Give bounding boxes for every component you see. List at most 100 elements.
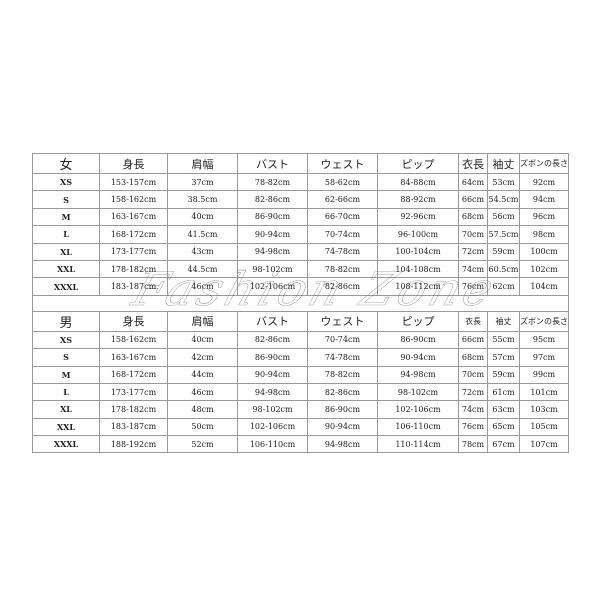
- value-cell: 86-90cm: [307, 400, 378, 419]
- value-cell: 98-102cm: [237, 259, 308, 279]
- value-cell: 44cm: [167, 365, 238, 384]
- value-cell: 173-177cm: [99, 242, 168, 261]
- value-cell: 37cm: [167, 172, 238, 192]
- value-cell: 62cm: [487, 277, 520, 296]
- value-cell: 102cm: [519, 259, 569, 279]
- value-cell: 178-182cm: [99, 400, 168, 419]
- value-cell: 66-70cm: [307, 207, 378, 227]
- value-cell: 61cm: [487, 382, 520, 402]
- value-cell: 102-106cm: [237, 277, 308, 296]
- value-cell: 153-157cm: [99, 172, 168, 192]
- size-chart-table: 女身長 肩幅 バスト ウェスト ピップ 衣長 袖丈 ズボンの長さ XS 153-157cm 37cm…: [32, 153, 569, 454]
- value-cell: 96cm: [519, 207, 569, 227]
- value-cell: 70-74cm: [307, 225, 378, 244]
- value-cell: 46cm: [167, 382, 238, 402]
- column-header: ウェスト: [307, 310, 378, 332]
- value-cell: 97cm: [519, 348, 569, 367]
- value-cell: 90-94cm: [237, 225, 308, 244]
- value-cell: 102-106cm: [377, 400, 459, 419]
- value-cell: 98-102cm: [377, 382, 459, 402]
- value-cell: 38.5cm: [167, 190, 238, 209]
- value-cell: 110-114cm: [377, 435, 459, 454]
- value-cell: 57.5cm: [487, 225, 520, 244]
- value-cell: 86-90cm: [237, 207, 308, 227]
- value-cell: 84-88cm: [377, 172, 459, 192]
- value-cell: 94-98cm: [237, 242, 308, 261]
- table-row: XXL 178-182cm 44.5cm 98-102cm 78-82cm 104-108…: [32, 259, 569, 279]
- value-cell: 103cm: [519, 400, 569, 419]
- value-cell: 70-74cm: [307, 330, 378, 350]
- column-header: ズボンの長さ: [519, 153, 569, 174]
- value-cell: 66cm: [458, 190, 488, 209]
- size-cell: M: [32, 365, 100, 384]
- value-cell: 90-94cm: [307, 417, 378, 437]
- column-header: 肩幅: [167, 153, 238, 174]
- value-cell: 98-102cm: [237, 400, 308, 419]
- value-cell: 74cm: [458, 259, 488, 279]
- value-cell: 70cm: [458, 225, 488, 244]
- size-cell: XL: [32, 400, 100, 419]
- column-header: ウェスト: [307, 153, 378, 174]
- value-cell: 40cm: [167, 207, 238, 227]
- size-cell: XS: [32, 330, 100, 350]
- value-cell: 90-94cm: [237, 365, 308, 384]
- value-cell: 90-94cm: [377, 348, 459, 367]
- size-cell: XL: [32, 242, 100, 261]
- value-cell: 72cm: [458, 382, 488, 402]
- value-cell: 95cm: [519, 330, 569, 350]
- value-cell: 163-167cm: [99, 348, 168, 367]
- value-cell: 48cm: [167, 400, 238, 419]
- value-cell: 53cm: [487, 172, 520, 192]
- value-cell: 96-100cm: [377, 225, 459, 244]
- value-cell: 82-86cm: [237, 190, 308, 209]
- size-cell: L: [32, 382, 100, 402]
- header-row: 男身長 肩幅 バスト ウェスト ピップ 衣長 袖丈 ズボンの長さ: [32, 310, 569, 332]
- value-cell: 94-98cm: [307, 435, 378, 454]
- value-cell: 105cm: [519, 417, 569, 437]
- gender-label: 女: [32, 153, 100, 174]
- value-cell: 183-187cm: [99, 417, 168, 437]
- value-cell: 68cm: [458, 207, 488, 227]
- value-cell: 70cm: [458, 365, 488, 384]
- size-cell: M: [32, 207, 100, 227]
- value-cell: 173-177cm: [99, 382, 168, 402]
- value-cell: 57cm: [487, 348, 520, 367]
- value-cell: 74-78cm: [307, 242, 378, 261]
- value-cell: 68cm: [458, 348, 488, 367]
- value-cell: 78-82cm: [307, 259, 378, 279]
- value-cell: 62-66cm: [307, 190, 378, 209]
- value-cell: 78cm: [458, 435, 488, 454]
- value-cell: 58-62cm: [307, 172, 378, 192]
- value-cell: 46cm: [167, 277, 238, 296]
- value-cell: 78-82cm: [237, 172, 308, 192]
- value-cell: 94-98cm: [237, 382, 308, 402]
- table-row: XXL 183-187cm 50cm 102-106cm 90-94cm 106-110c…: [32, 417, 569, 437]
- value-cell: 82-86cm: [307, 277, 378, 296]
- value-cell: 59cm: [487, 242, 520, 261]
- size-cell: XXXL: [32, 435, 100, 454]
- value-cell: 99cm: [519, 365, 569, 384]
- table-row: XL 178-182cm 48cm 98-102cm 86-90cm 102-106cm 7…: [32, 400, 569, 419]
- table-row: XL 173-177cm 43cm 94-98cm 74-78cm 100-104cm 72…: [32, 242, 569, 261]
- value-cell: 63cm: [487, 400, 520, 419]
- size-cell: XXL: [32, 259, 100, 279]
- value-cell: 183-187cm: [99, 277, 168, 296]
- value-cell: 74cm: [458, 400, 488, 419]
- value-cell: 94-98cm: [377, 365, 459, 384]
- table-row: XS 153-157cm 37cm 78-82cm 58-62cm 84-88cm 64cm…: [32, 172, 569, 192]
- column-header: 衣長: [458, 310, 488, 332]
- size-cell: S: [32, 190, 100, 209]
- column-header: バスト: [237, 310, 308, 332]
- table-row: M 163-167cm 40cm 86-90cm 66-70cm 92-96cm 68cm 5…: [32, 207, 569, 227]
- value-cell: 86-90cm: [237, 348, 308, 367]
- size-cell: L: [32, 225, 100, 244]
- value-cell: 52cm: [167, 435, 238, 454]
- value-cell: 40cm: [167, 330, 238, 350]
- table-row: XXXL 183-187cm 46cm 102-106cm 82-86cm 108-112…: [32, 277, 569, 296]
- value-cell: 92cm: [519, 172, 569, 192]
- value-cell: 67cm: [487, 435, 520, 454]
- column-header: 袖丈: [487, 310, 520, 332]
- value-cell: 98cm: [519, 225, 569, 244]
- table-row: S 158-162cm 38.5cm 82-86cm 62-66cm 88-92cm 66c…: [32, 190, 569, 209]
- value-cell: 55cm: [487, 330, 520, 350]
